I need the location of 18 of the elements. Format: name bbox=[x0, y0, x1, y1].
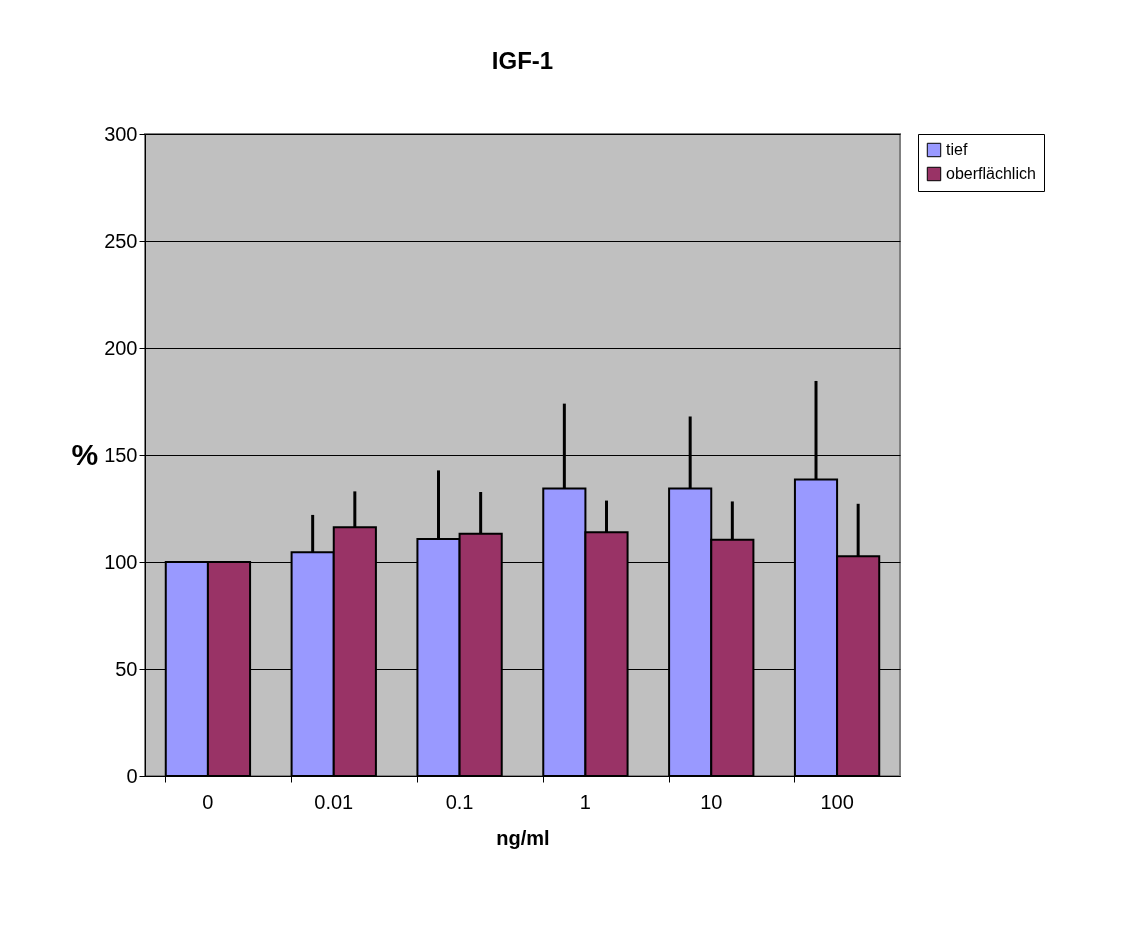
y-tick-label: 300 bbox=[104, 122, 138, 145]
x-tick-label: 0 bbox=[202, 790, 214, 813]
x-axis-title: ng/ml bbox=[496, 826, 550, 849]
y-tick-label: 150 bbox=[104, 443, 138, 466]
x-tick-label: 100 bbox=[820, 790, 854, 813]
legend-label: oberflächlich bbox=[946, 165, 1036, 182]
x-tick-label: 0.01 bbox=[314, 790, 354, 813]
legend-label: tief bbox=[946, 141, 968, 158]
y-tick-label: 50 bbox=[115, 657, 138, 680]
y-tick-label: 200 bbox=[104, 336, 138, 359]
x-tick-label: 0.1 bbox=[445, 790, 474, 813]
y-tick-label: 100 bbox=[104, 550, 138, 573]
chart-title: IGF-1 bbox=[491, 47, 554, 74]
x-tick-label: 10 bbox=[700, 790, 723, 813]
y-tick-label: 250 bbox=[104, 229, 138, 252]
y-axis-title: % bbox=[71, 437, 99, 471]
x-tick-label: 1 bbox=[579, 790, 591, 813]
y-tick-label: 0 bbox=[126, 764, 138, 787]
